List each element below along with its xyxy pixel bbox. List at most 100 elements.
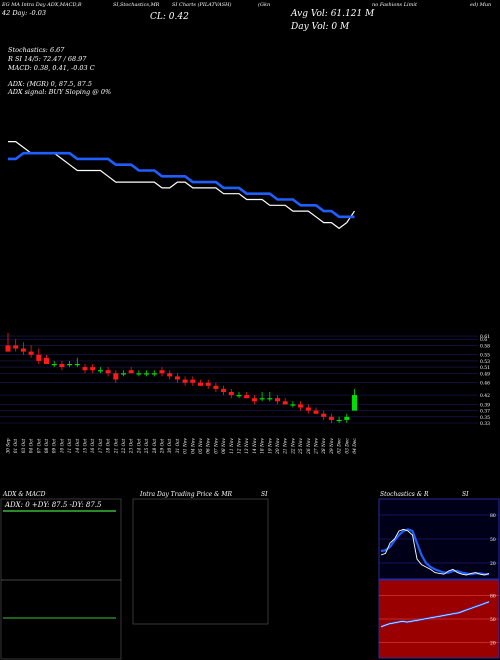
rsi-tick-label: 20 xyxy=(490,640,496,646)
stochastics-title: Stochastics & R xyxy=(380,491,429,498)
candle-body xyxy=(282,401,288,405)
x-date-label: 28 Oct xyxy=(153,438,158,454)
adx-value: ADX: (MGR) 0, 87.5, 87.5 xyxy=(8,80,93,88)
candle-body xyxy=(251,398,257,402)
x-date-label: 21 Oct xyxy=(114,438,119,454)
x-date-label: 08 Oct xyxy=(45,438,50,453)
stochastics-value: Stochastics: 6.67 xyxy=(8,46,65,54)
candle-body xyxy=(313,410,319,414)
x-date-label: 23 Oct xyxy=(130,438,135,454)
adx-panel-values: ADX: 0 +DY: 87.5 -DY: 87.5 xyxy=(5,501,102,509)
intraday-panel xyxy=(132,498,269,625)
y-tick-label: 0.53 xyxy=(480,359,490,365)
y-tick-label: 0.55 xyxy=(480,353,490,359)
candle-body xyxy=(105,370,111,374)
x-date-label: 04 Nov xyxy=(191,438,196,454)
x-date-label: 25 Nov xyxy=(299,438,304,455)
x-date-label: 22 Nov xyxy=(291,438,296,455)
stoch-tick-label: 80 xyxy=(490,513,496,519)
x-date-label: 29 Nov xyxy=(330,438,335,455)
candle-body xyxy=(51,364,57,366)
close-price: CL: 0.42 xyxy=(150,12,189,22)
y-tick-label: 0.46 xyxy=(480,381,490,387)
x-date-label: 30 Sep xyxy=(7,438,12,453)
candle-body xyxy=(198,382,203,386)
x-date-label: 03 Dec xyxy=(345,438,350,454)
x-date-label: 18 Oct xyxy=(107,438,112,453)
candle-body xyxy=(20,348,26,352)
candle-body xyxy=(36,354,42,361)
candle-body xyxy=(236,395,242,397)
ema-line xyxy=(8,151,355,219)
x-date-label: 11 Nov xyxy=(230,438,235,454)
stoch-d-line xyxy=(380,528,489,576)
day-change: 42 Day: -0.03 xyxy=(2,9,47,17)
x-date-label: 05 Nov xyxy=(199,438,204,454)
header-title-left: EG MA Intra Day ADX,MACD,B xyxy=(2,2,82,8)
candle-body xyxy=(174,376,180,380)
x-date-label: 27 Nov xyxy=(315,438,320,455)
header-title-right2: no Fashions Limit xyxy=(372,2,417,8)
x-date-label: 08 Nov xyxy=(222,438,227,454)
candle-body xyxy=(144,373,150,375)
candle-body xyxy=(97,370,103,372)
candle-body xyxy=(305,407,311,411)
y-tick-label: 0.58 xyxy=(480,343,490,349)
candle-body xyxy=(321,413,327,417)
candle-body xyxy=(298,404,304,408)
candle-body xyxy=(221,388,227,392)
candle-body xyxy=(182,379,188,383)
candle-body xyxy=(44,357,49,364)
candle-body xyxy=(244,395,250,399)
candle-body xyxy=(328,416,334,420)
x-date-label: 01 Nov xyxy=(184,438,189,454)
candle-body xyxy=(352,395,357,411)
x-date-label: 17 Oct xyxy=(99,438,104,453)
candle-body xyxy=(159,370,165,374)
x-date-label: 11 Oct xyxy=(68,438,73,453)
candle-body xyxy=(167,373,173,377)
x-date-label: 20 Nov xyxy=(276,438,281,455)
x-date-label: 24 Oct xyxy=(137,438,142,454)
x-date-label: 12 Nov xyxy=(238,438,243,454)
x-date-label: 16 Oct xyxy=(91,438,96,453)
candle-body xyxy=(113,373,119,380)
y-tick-label: 0.49 xyxy=(480,371,490,377)
adx-macd-title: ADX & MACD xyxy=(3,491,46,498)
x-date-label: 06 Nov xyxy=(207,438,212,454)
y-tick-label: 0.61 xyxy=(480,334,490,340)
rsi-value: R SI 14/5: 72.47 / 68.97 xyxy=(8,55,87,63)
y-tick-label: 0.33 xyxy=(480,421,490,427)
x-date-label: 02 Dec xyxy=(338,438,343,454)
x-date-label: 01 Oct xyxy=(14,438,19,453)
x-date-label: 10 Oct xyxy=(60,438,65,453)
x-date-label: 18 Nov xyxy=(261,438,266,454)
header-title-right1: (Gkn xyxy=(258,2,271,8)
stoch-tick-label: 50 xyxy=(490,537,496,543)
stoch-tick-label: 20 xyxy=(490,561,496,567)
adx-signal: ADX signal: BUY Sloping @ 0% xyxy=(8,88,112,96)
candle-body xyxy=(82,367,88,371)
header-title-mid1: SI,Stochastics,MR xyxy=(113,2,160,8)
rsi-tick-label: 50 xyxy=(490,617,496,623)
x-date-label: 14 Oct xyxy=(76,438,81,453)
candle-body xyxy=(267,398,273,400)
y-tick-label: 0.42 xyxy=(480,393,490,399)
x-date-label: 22 Oct xyxy=(122,438,127,454)
candle-body xyxy=(128,370,134,374)
y-tick-label: 0.51 xyxy=(480,365,490,371)
rsi-tick-label: 80 xyxy=(490,594,496,600)
y-tick-label: 0.35 xyxy=(480,415,490,421)
x-date-label: 19 Nov xyxy=(268,438,273,454)
candle-body xyxy=(136,373,142,375)
x-date-label: 14 Nov xyxy=(253,438,258,454)
stochastics-title-si: SI xyxy=(462,491,469,498)
candle-body xyxy=(205,382,211,386)
header-title-mid2: SI Charts (PILATVASH) xyxy=(172,2,232,8)
y-tick-label: 0.6 xyxy=(480,337,487,343)
x-date-label: 09 Oct xyxy=(53,438,58,453)
intraday-title: Intra Day Trading Price & MR xyxy=(140,491,233,498)
x-date-label: 07 Nov xyxy=(214,438,219,454)
macd-value: MACD: 0.38, 0.41, -0.03 C xyxy=(8,64,95,72)
x-date-label: 07 Oct xyxy=(37,438,42,453)
